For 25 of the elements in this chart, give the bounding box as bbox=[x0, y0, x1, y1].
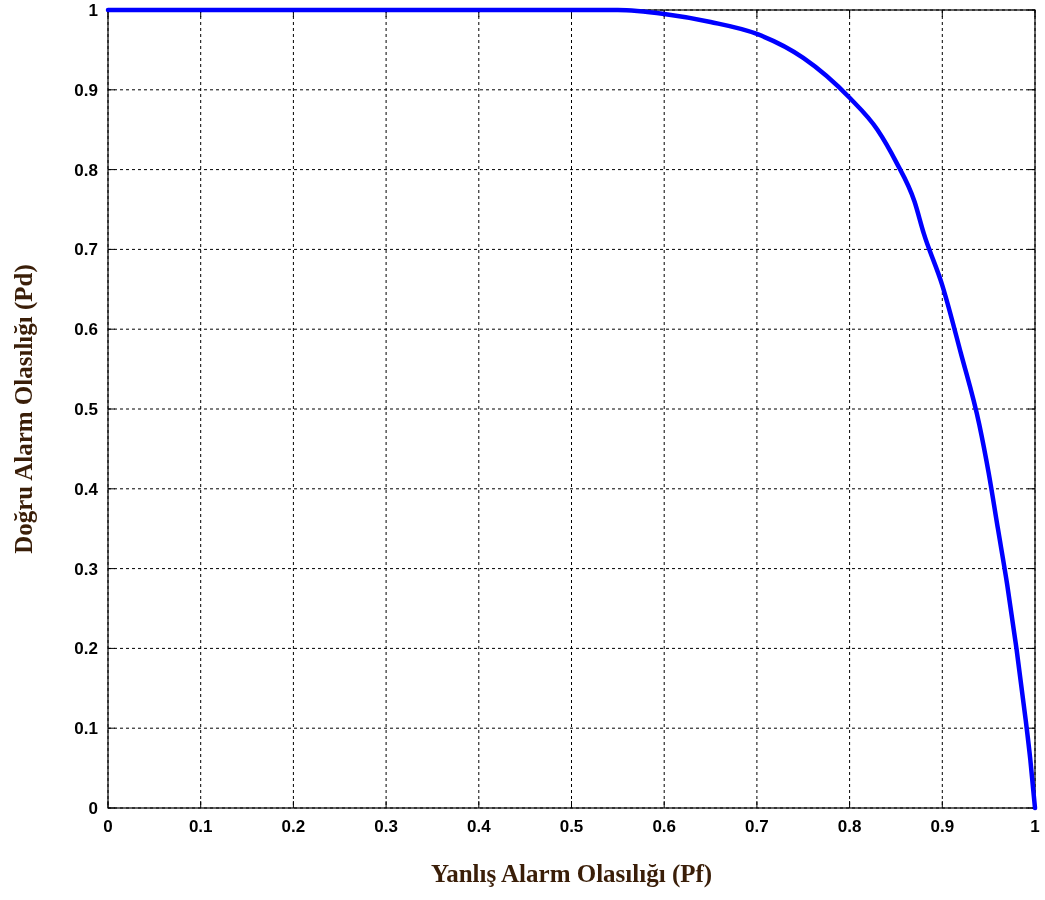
y-tick-label: 0.4 bbox=[74, 479, 99, 499]
y-tick-label: 0.9 bbox=[74, 80, 98, 100]
x-tick-label: 0.3 bbox=[374, 817, 398, 836]
y-tick-label: 0.3 bbox=[74, 559, 98, 579]
x-tick-label: 0.6 bbox=[652, 817, 677, 836]
x-tick-label: 0.7 bbox=[745, 817, 769, 836]
y-tick-label: 0.8 bbox=[74, 160, 98, 180]
x-tick-label: 0.9 bbox=[930, 817, 955, 836]
y-tick-label: 0.1 bbox=[74, 719, 98, 739]
y-tick-label: 0 bbox=[88, 798, 98, 818]
y-tick-label: 1 bbox=[88, 0, 98, 20]
x-tick-label: 0.4 bbox=[466, 817, 492, 836]
x-axis-title: Yanlış Alarm Olasılığı (Pf) bbox=[430, 860, 713, 888]
x-tick-label: 0.1 bbox=[188, 817, 213, 836]
line-series bbox=[105, 7, 1038, 811]
x-tick-label: 0 bbox=[103, 817, 113, 836]
x-tick-label: 1 bbox=[1030, 817, 1040, 836]
y-tick-label: 0.5 bbox=[74, 399, 98, 419]
x-tick-label: 0.2 bbox=[281, 817, 306, 836]
x-tick-label: 0.5 bbox=[559, 817, 584, 836]
y-tick-label: 0.6 bbox=[74, 320, 98, 340]
y-tick-label: 0.2 bbox=[74, 639, 98, 659]
y-axis-title: Doğru Alarm Olasılığı (Pd) bbox=[10, 264, 38, 554]
x-tick-label: 0.8 bbox=[837, 817, 862, 836]
y-tick-label: 0.7 bbox=[74, 240, 98, 260]
